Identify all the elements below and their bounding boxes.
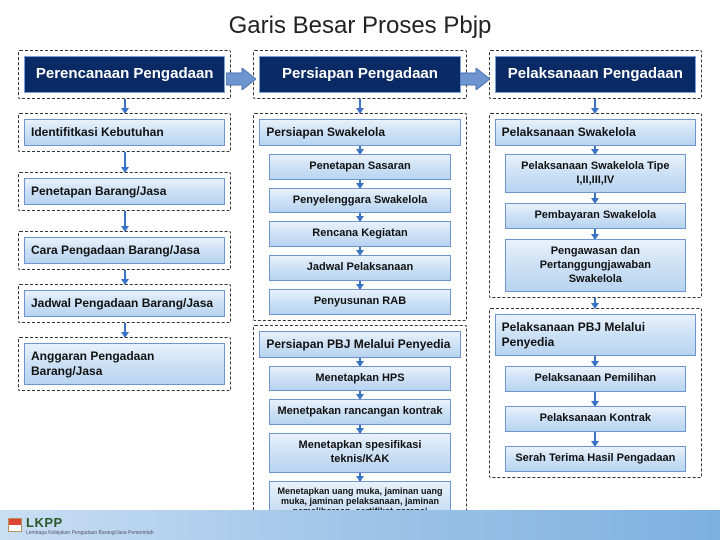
col1-item-0: Identifitkasi Kebutuhan	[18, 113, 231, 152]
item-identifikasi: Identifitkasi Kebutuhan	[24, 119, 225, 146]
item-penetapan-barang: Penetapan Barang/Jasa	[24, 178, 225, 205]
arrow-col1-to-col2	[226, 68, 256, 90]
col-pelaksanaan: Pelaksanaan Pengadaan Pelaksanaan Swakel…	[489, 50, 702, 478]
col1-header: Perencanaan Pengadaan	[24, 56, 225, 93]
col3-groupB-subs: Pelaksanaan Pemilihan Pelaksanaan Kontra…	[495, 356, 696, 471]
col3-groupA-subs: Pelaksanaan Swakelola Tipe I,II,III,IV P…	[495, 146, 696, 293]
item-pelaksanaan-swakelola: Pelaksanaan Swakelola	[495, 119, 696, 146]
item-jadwal-pengadaan: Jadwal Pengadaan Barang/Jasa	[24, 290, 225, 317]
sub-pengawasan-swakelola: Pengawasan dan Pertanggungjawaban Swakel…	[505, 239, 686, 292]
arrow-col2-to-col3	[460, 68, 490, 90]
connector	[359, 213, 361, 221]
sub-spesifikasi-teknis: Menetapkan spesifikasi teknis/KAK	[269, 433, 450, 473]
page-title: Garis Besar Proses Pbjp	[0, 0, 720, 50]
connector	[124, 270, 126, 284]
connector	[359, 358, 361, 366]
connector	[359, 247, 361, 255]
col3-groupA: Pelaksanaan Swakelola Pelaksanaan Swakel…	[489, 113, 702, 299]
columns-wrap: Perencanaan Pengadaan Identifitkasi Kebu…	[0, 50, 720, 538]
footer-bar: LKPP Lembaga Kebijakan Pengadaan Barang/…	[0, 510, 720, 540]
col2-groupA: Persiapan Swakelola Penetapan Sasaran Pe…	[253, 113, 466, 321]
col2-groupB: Persiapan PBJ Melalui Penyedia Menetapka…	[253, 325, 466, 538]
sub-swakelola-tipe: Pelaksanaan Swakelola Tipe I,II,III,IV	[505, 154, 686, 194]
item-persiapan-pbj-penyedia: Persiapan PBJ Melalui Penyedia	[259, 331, 460, 358]
connector	[124, 152, 126, 172]
sub-rencana-kegiatan: Rencana Kegiatan	[269, 221, 450, 247]
sub-rancangan-kontrak: Menetpakan rancangan kontrak	[269, 399, 450, 425]
footer-org-sub: Lembaga Kebijakan Pengadaan Barang/Jasa …	[26, 530, 154, 536]
item-persiapan-swakelola: Persiapan Swakelola	[259, 119, 460, 146]
footer-logo: LKPP Lembaga Kebijakan Pengadaan Barang/…	[8, 515, 154, 536]
col2-groupB-subs: Menetapkan HPS Menetpakan rancangan kont…	[259, 358, 460, 532]
connector	[124, 99, 126, 113]
col-perencanaan: Perencanaan Pengadaan Identifitkasi Kebu…	[18, 50, 231, 391]
sub-menetapkan-hps: Menetapkan HPS	[269, 366, 450, 392]
col3-groupB: Pelaksanaan PBJ Melalui Penyedia Pelaksa…	[489, 308, 702, 477]
col1-item-4: Anggaran Pengadaan Barang/Jasa	[18, 337, 231, 391]
col1-item-1: Penetapan Barang/Jasa	[18, 172, 231, 211]
connector	[359, 180, 361, 188]
col3-header-box: Pelaksanaan Pengadaan	[489, 50, 702, 99]
connector	[594, 229, 596, 239]
col1-item-3: Jadwal Pengadaan Barang/Jasa	[18, 284, 231, 323]
connector	[124, 211, 126, 231]
sub-pelaksanaan-kontrak: Pelaksanaan Kontrak	[505, 406, 686, 432]
flag-icon	[8, 518, 22, 532]
sub-pelaksanaan-pemilihan: Pelaksanaan Pemilihan	[505, 366, 686, 392]
col2-header: Persiapan Pengadaan	[259, 56, 460, 93]
col1-item-2: Cara Pengadaan Barang/Jasa	[18, 231, 231, 270]
sub-penyusunan-rab: Penyusunan RAB	[269, 289, 450, 315]
connector	[594, 356, 596, 366]
connector	[594, 146, 596, 154]
sub-penetapan-sasaran: Penetapan Sasaran	[269, 154, 450, 180]
connector	[594, 193, 596, 203]
connector	[359, 146, 361, 154]
connector	[359, 425, 361, 433]
item-anggaran-pengadaan: Anggaran Pengadaan Barang/Jasa	[24, 343, 225, 385]
footer-org: LKPP	[26, 515, 154, 530]
connector	[359, 281, 361, 289]
connector	[359, 473, 361, 481]
col2-groupA-subs: Penetapan Sasaran Penyelenggara Swakelol…	[259, 146, 460, 315]
col3-header: Pelaksanaan Pengadaan	[495, 56, 696, 93]
connector	[594, 99, 596, 113]
sub-serah-terima: Serah Terima Hasil Pengadaan	[505, 446, 686, 472]
connector	[359, 391, 361, 399]
col2-header-box: Persiapan Pengadaan	[253, 50, 466, 99]
col-persiapan: Persiapan Pengadaan Persiapan Swakelola …	[253, 50, 466, 538]
sub-jadwal-pelaksanaan: Jadwal Pelaksanaan	[269, 255, 450, 281]
sub-penyelenggara-swakelola: Penyelenggara Swakelola	[269, 188, 450, 214]
item-pelaksanaan-pbj-penyedia: Pelaksanaan PBJ Melalui Penyedia	[495, 314, 696, 356]
connector	[594, 298, 596, 308]
connector	[594, 392, 596, 406]
connector	[124, 323, 126, 337]
sub-pembayaran-swakelola: Pembayaran Swakelola	[505, 203, 686, 229]
connector	[594, 432, 596, 446]
connector	[359, 99, 361, 113]
col1-header-box: Perencanaan Pengadaan	[18, 50, 231, 99]
item-cara-pengadaan: Cara Pengadaan Barang/Jasa	[24, 237, 225, 264]
